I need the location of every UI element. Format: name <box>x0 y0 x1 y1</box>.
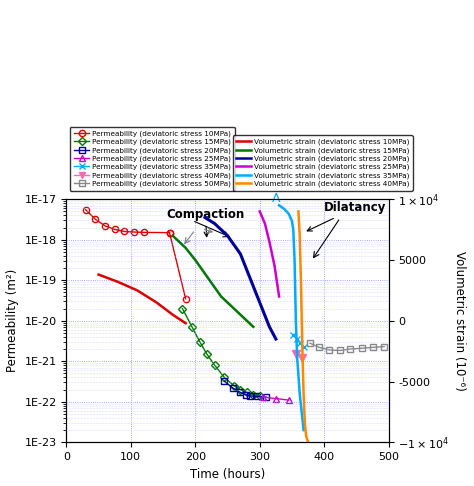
Legend: Volumetric strain (deviatoric stress 10MPa), Volumetric strain (deviatoric stres: Volumetric strain (deviatoric stress 10M… <box>233 135 413 191</box>
Y-axis label: Permeability (m²): Permeability (m²) <box>6 269 19 372</box>
Text: A: A <box>272 192 281 205</box>
Text: Dilatancy: Dilatancy <box>307 202 387 231</box>
X-axis label: Time (hours): Time (hours) <box>190 468 265 481</box>
Text: Compaction: Compaction <box>166 208 245 237</box>
Y-axis label: Volumetric strain (10⁻⁶): Volumetric strain (10⁻⁶) <box>453 251 466 391</box>
